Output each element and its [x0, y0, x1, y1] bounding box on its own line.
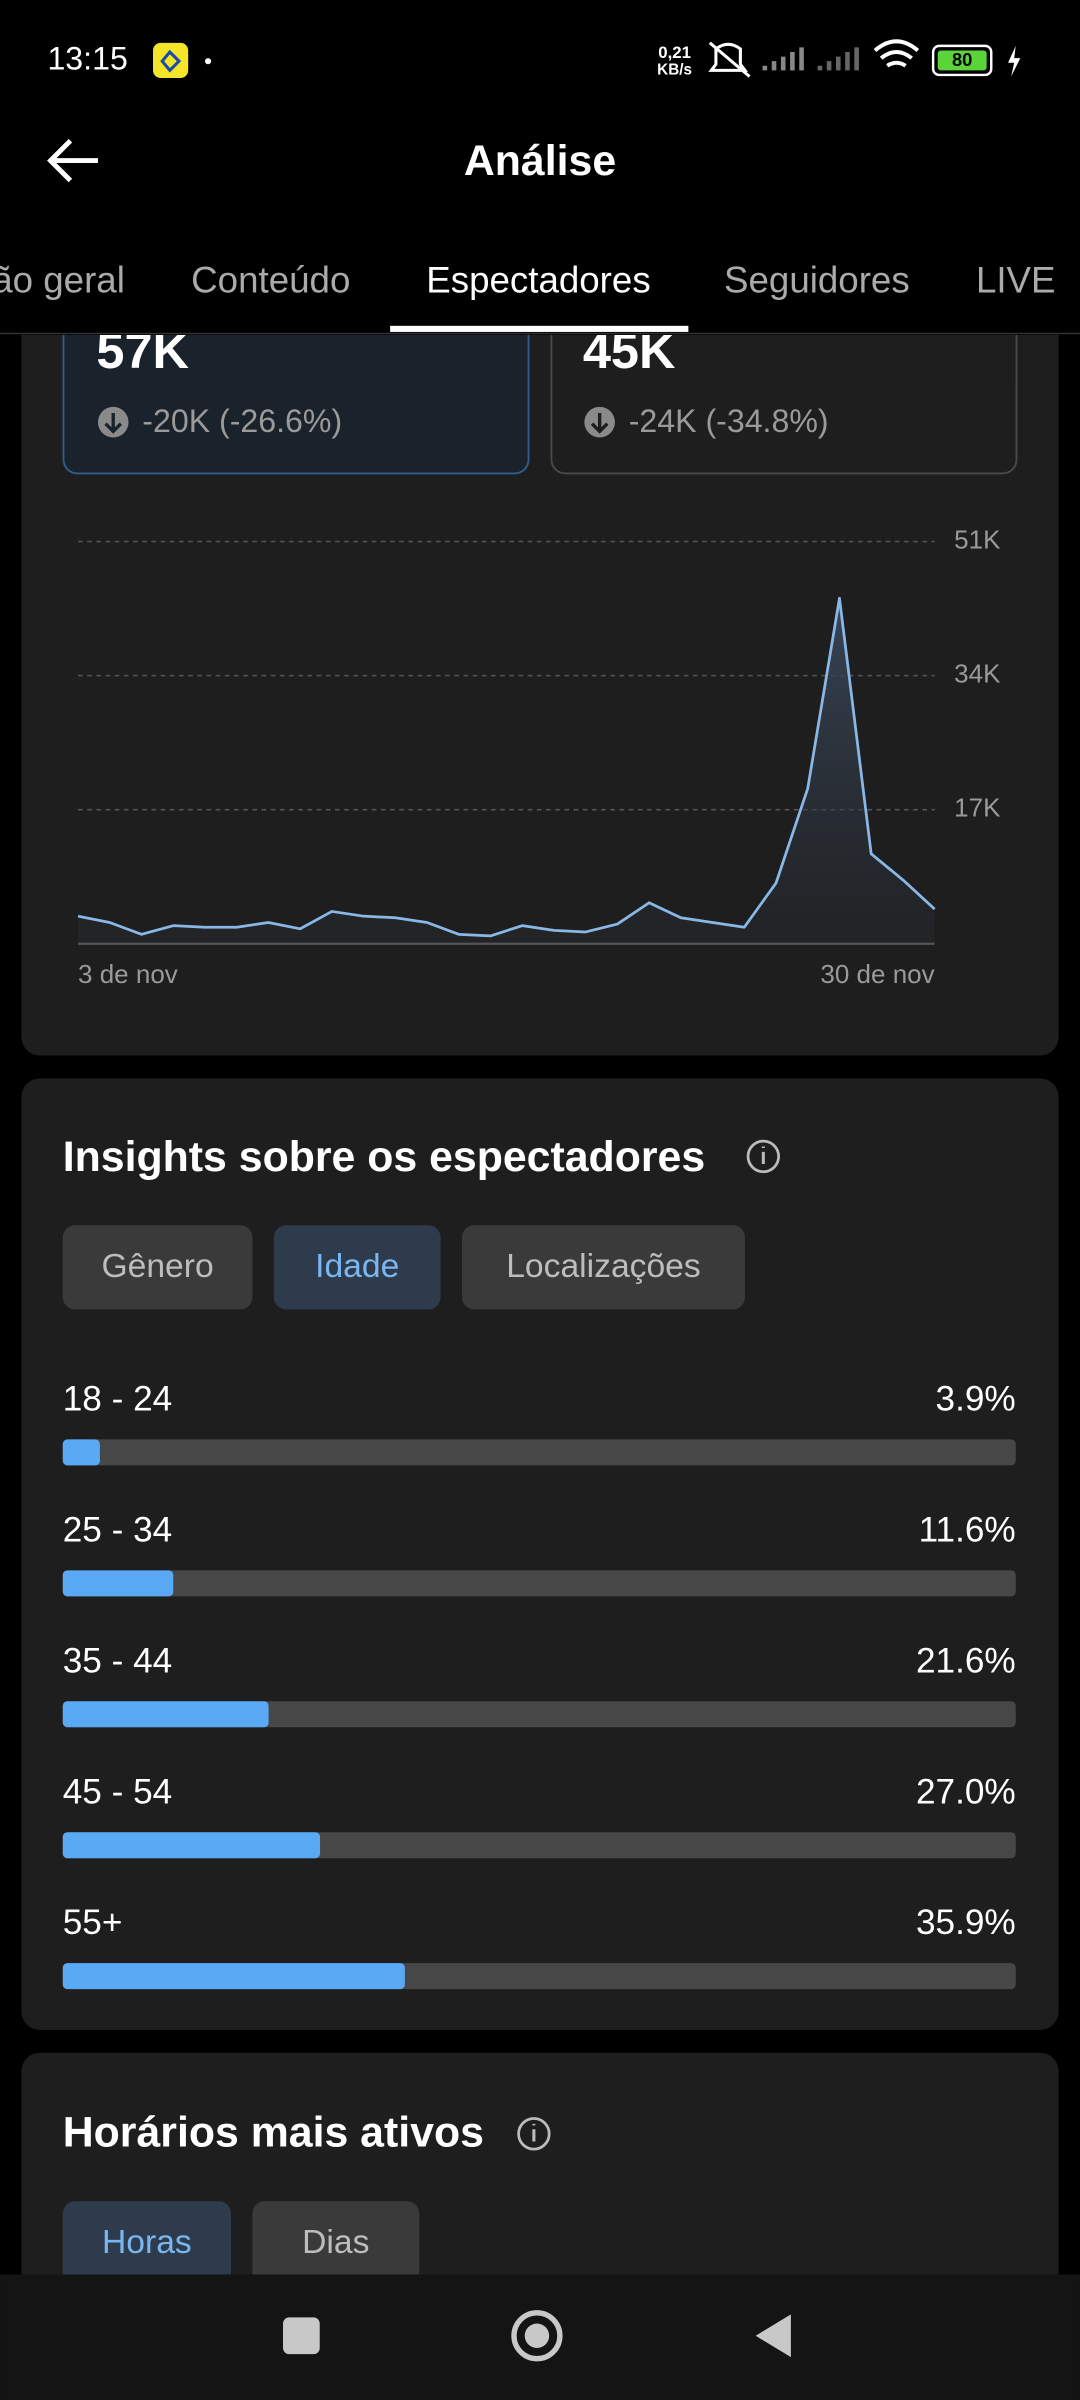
- filter-chip-label: Gênero: [101, 1248, 213, 1285]
- app-icon: [153, 42, 189, 79]
- metric-value: 57K: [96, 322, 189, 379]
- nav-home[interactable]: [511, 2310, 563, 2362]
- notification-dot: [205, 58, 212, 65]
- filter-chip-active[interactable]: [273, 1225, 441, 1310]
- down-arrow: [104, 413, 123, 434]
- bar: [62, 1832, 321, 1859]
- info-icon[interactable]: [517, 2117, 551, 2151]
- y-tick-label: 17K: [954, 793, 1001, 823]
- down-arrow: [590, 413, 609, 434]
- bar: [62, 1439, 100, 1466]
- bar: [62, 1701, 269, 1728]
- scroll-content: 57K -20K (-26.6%) 45K -24K (-34.8%) 17K 3…: [21, 275, 1059, 2285]
- category-label: 55+: [63, 1903, 123, 1942]
- filter-chip-label: Dias: [302, 2224, 369, 2261]
- bar: [62, 1963, 405, 1990]
- bar: [62, 1570, 174, 1597]
- y-tick-label: 51K: [954, 524, 1001, 554]
- filter-chip-active[interactable]: [62, 2201, 232, 2285]
- tab[interactable]: Seguidores: [724, 260, 910, 301]
- metric-card[interactable]: [62, 275, 530, 475]
- battery-text: 80: [952, 49, 972, 70]
- filter-chip-label: Localizações: [506, 1248, 701, 1285]
- app-icon-glyph: [160, 49, 182, 73]
- area: [78, 598, 935, 944]
- line: [77, 596, 936, 938]
- tab[interactable]: Visão geral: [0, 260, 125, 301]
- y-tick-label: 34K: [954, 658, 1001, 688]
- signal-icon: [762, 47, 804, 71]
- metric-change: -20K (-26.6%): [142, 403, 342, 439]
- category-label: 45 - 54: [63, 1772, 173, 1811]
- signal-icon: [817, 47, 859, 71]
- header-title: Análise: [464, 137, 616, 185]
- x-tick-label: 3 de nov: [78, 959, 178, 989]
- back-button[interactable]: [47, 138, 98, 183]
- value-label: 21.6%: [916, 1641, 1016, 1680]
- filter-chip-label: Horas: [102, 2224, 192, 2261]
- net-unit: KB/s: [657, 61, 692, 78]
- line-chart: 17K 34K 51K 3 de nov 30 de nov: [77, 524, 1001, 989]
- status-time: 13:15: [47, 41, 127, 77]
- metric-change: -24K (-34.8%): [629, 403, 829, 439]
- nav-back[interactable]: [755, 2314, 791, 2358]
- tab[interactable]: LIVE: [976, 260, 1056, 301]
- value-label: 11.6%: [919, 1510, 1016, 1549]
- bar-track: [62, 1701, 1016, 1728]
- category-label: 18 - 24: [63, 1379, 173, 1418]
- battery-level: [937, 50, 987, 71]
- battery-outline: [931, 44, 993, 77]
- category-label: 35 - 44: [63, 1641, 173, 1680]
- mute-icon: [708, 41, 751, 78]
- age-bar-chart: 18 - 24 3.9% 25 - 34 11.6% 35 - 44 21.6% 45 - …: [62, 1379, 1016, 1990]
- filter-chip[interactable]: [62, 1225, 253, 1310]
- nav-home-dot: [524, 2323, 550, 2348]
- metric-value: 45K: [583, 322, 676, 379]
- wifi-icon: [873, 39, 920, 68]
- charging-icon: [1008, 45, 1021, 77]
- value-label: 3.9%: [936, 1379, 1016, 1418]
- filter-chip[interactable]: [461, 1225, 745, 1310]
- section-title: Horários mais ativos: [63, 2109, 484, 2157]
- insights-card: [21, 1078, 1059, 2030]
- info-icon[interactable]: [746, 1139, 780, 1174]
- metric-card[interactable]: [550, 275, 1018, 475]
- value-label: 27.0%: [916, 1772, 1016, 1811]
- nav-recents[interactable]: [283, 2317, 320, 2355]
- bar-track: [62, 1439, 1016, 1466]
- tab[interactable]: Conteúdo: [191, 260, 350, 301]
- section-title: Insights sobre os espectadores: [63, 1133, 705, 1181]
- value-label: 35.9%: [916, 1903, 1016, 1942]
- filter-chip[interactable]: [252, 2201, 420, 2285]
- category-label: 25 - 34: [63, 1510, 173, 1549]
- tab-indicator: [390, 325, 689, 332]
- filter-chip-label: Idade: [315, 1248, 399, 1285]
- x-tick-label: 30 de nov: [820, 959, 934, 989]
- bar-track: [62, 1570, 1016, 1597]
- tab-active[interactable]: Espectadores: [426, 260, 650, 301]
- net-speed: 0,21: [658, 43, 691, 62]
